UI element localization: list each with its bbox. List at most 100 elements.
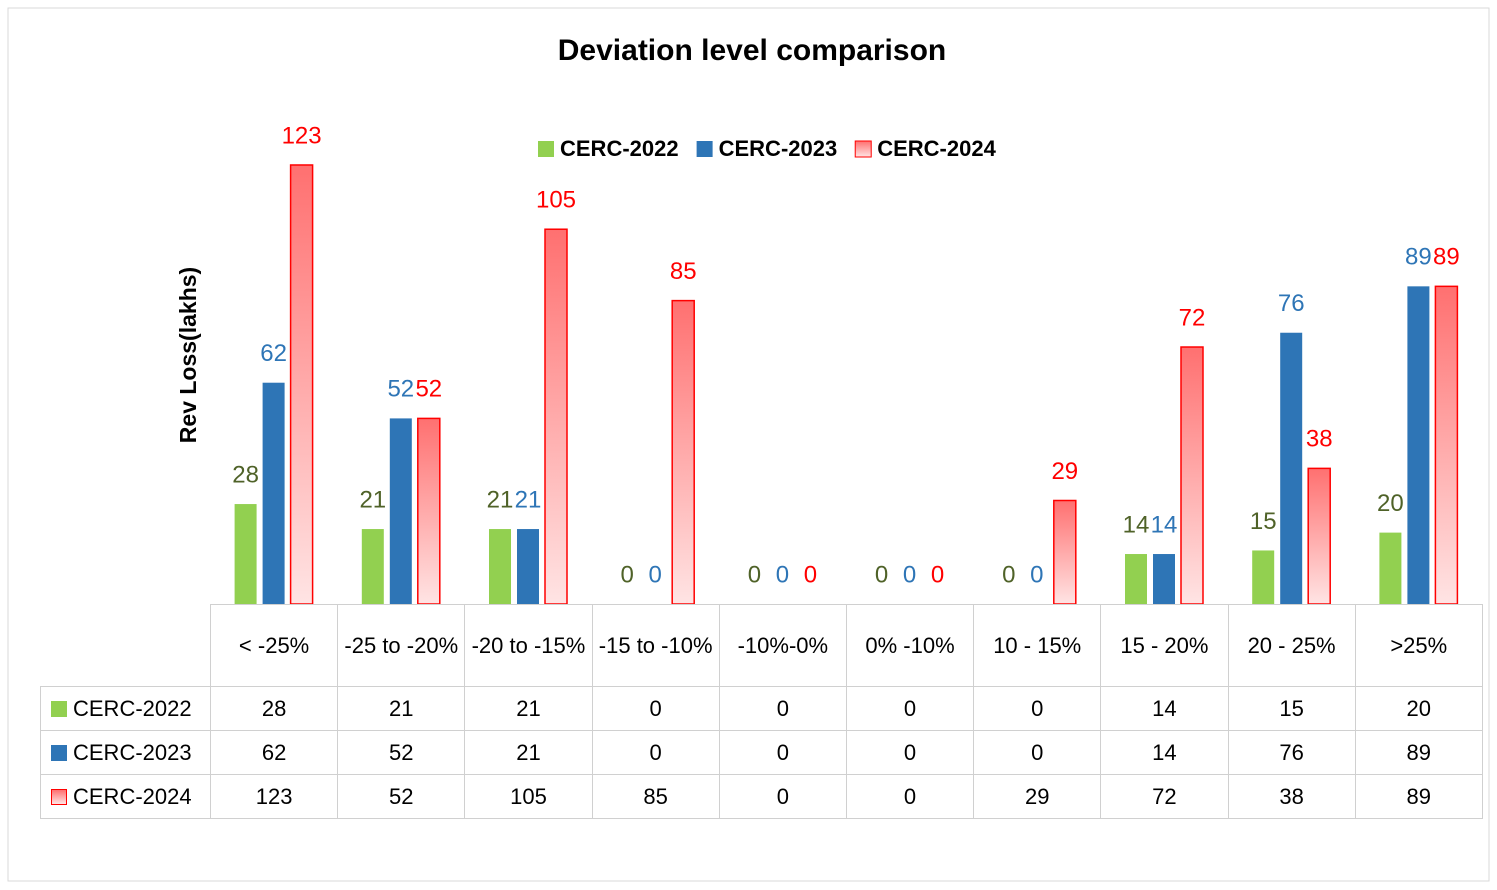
table-row: CERC-2022 28 21 21 0 0 0 0 14 15 20: [40, 686, 1483, 731]
legend-label: CERC-2022: [560, 136, 679, 161]
data-label: 14: [1151, 511, 1178, 538]
data-label: 85: [670, 258, 697, 285]
bar: [1053, 499, 1077, 605]
table-value: 14: [1100, 686, 1229, 731]
bar: [544, 228, 568, 605]
bar: [1434, 285, 1459, 605]
data-label: 21: [359, 486, 386, 513]
bar: [1180, 346, 1204, 605]
bar: [289, 164, 314, 605]
row-label-text: CERC-2024: [73, 783, 192, 809]
legend-swatch: [696, 141, 713, 157]
data-label: 0: [804, 561, 817, 588]
table-value: 28: [209, 686, 339, 731]
data-label: 123: [282, 122, 322, 149]
data-label: 15: [1250, 508, 1277, 535]
category-label: 0% -10%: [845, 604, 975, 687]
bar: [417, 417, 441, 605]
table-value: 89: [1354, 730, 1483, 775]
bar: [1280, 332, 1303, 604]
table-corner: [41, 605, 211, 687]
data-label: 0: [776, 561, 789, 588]
legend-key: [51, 788, 67, 805]
data-label: 76: [1278, 290, 1305, 317]
bar: [1252, 550, 1275, 604]
table-value: 0: [973, 686, 1102, 731]
category-label: -25 to -20%: [337, 604, 466, 687]
table-value: 52: [337, 730, 466, 775]
data-label: 105: [536, 187, 576, 214]
bar: [517, 529, 539, 604]
table-value: 0: [845, 686, 975, 731]
table-value: 0: [718, 686, 847, 731]
table-value: 76: [1227, 730, 1356, 775]
chart-title: Deviation level comparison: [558, 34, 946, 67]
category-label: -20 to -15%: [464, 604, 593, 687]
row-label-text: CERC-2023: [73, 739, 192, 765]
table-header-row: < -25% -25 to -20% -20 to -15% -15 to -10% -…: [41, 604, 1483, 687]
category-label: -10%-0%: [718, 604, 847, 687]
bar: [671, 299, 695, 605]
row-label: CERC-2022: [40, 686, 211, 731]
data-label: 0: [621, 561, 634, 588]
data-label: 89: [1433, 244, 1460, 271]
legend-label: CERC-2024: [877, 136, 996, 161]
table-value: 85: [591, 774, 720, 819]
data-table: < -25% -25 to -20% -20 to -15% -15 to -10% -…: [40, 604, 1483, 819]
data-label: 28: [232, 461, 259, 488]
table-value: 0: [718, 730, 847, 775]
bar: [262, 382, 285, 604]
category-label: 20 - 25%: [1227, 604, 1356, 687]
table-value: 14: [1100, 730, 1229, 775]
table-value: 52: [337, 774, 466, 819]
data-label: 0: [903, 561, 916, 588]
table-value: 0: [718, 774, 847, 819]
table-value: 15: [1227, 686, 1356, 731]
row-label: CERC-2023: [40, 730, 211, 775]
y-axis-label: Rev Loss(lakhs): [175, 267, 201, 443]
data-label: 52: [387, 376, 414, 403]
data-label: 0: [649, 561, 662, 588]
data-label: 14: [1123, 511, 1150, 538]
legend-swatch: [854, 140, 872, 158]
bar: [489, 529, 511, 604]
bar: [1379, 532, 1402, 604]
bar: [1153, 554, 1175, 604]
data-label: 0: [931, 561, 944, 588]
bar: [234, 504, 257, 604]
table-value: 21: [337, 686, 466, 731]
table-row: CERC-2024 123 52 105 85 0 0 29 72 38 89: [40, 774, 1483, 819]
table-value: 21: [464, 686, 593, 731]
data-label: 72: [1179, 304, 1206, 331]
row-label-text: CERC-2022: [73, 695, 192, 721]
category-label: 10 - 15%: [973, 604, 1102, 687]
bar: [1407, 286, 1430, 604]
data-label: 62: [260, 340, 287, 367]
table-value: 89: [1354, 774, 1483, 819]
legend-label: CERC-2023: [719, 136, 838, 161]
bar: [1125, 554, 1147, 604]
table-value: 0: [591, 730, 720, 775]
bar: [361, 529, 384, 604]
table-value: 72: [1100, 774, 1229, 819]
bar: [389, 418, 412, 604]
data-label: 89: [1405, 244, 1432, 271]
chart-border: [7, 7, 1490, 882]
table-value: 0: [591, 686, 720, 731]
table-value: 38: [1227, 774, 1356, 819]
table-value: 105: [464, 774, 593, 819]
table-value: 0: [973, 730, 1102, 775]
data-label: 0: [875, 561, 888, 588]
data-label: 38: [1306, 426, 1333, 453]
row-label: CERC-2024: [40, 774, 211, 819]
table-value: 21: [464, 730, 593, 775]
table-row: CERC-2023 62 52 21 0 0 0 0 14 76 89: [40, 730, 1483, 775]
category-label: < -25%: [209, 604, 339, 687]
category-label: -15 to -10%: [591, 604, 720, 687]
data-label: 52: [415, 376, 442, 403]
table-value: 0: [845, 730, 975, 775]
table-value: 29: [973, 774, 1102, 819]
data-label: 0: [1002, 561, 1015, 588]
data-label: 21: [487, 486, 514, 513]
